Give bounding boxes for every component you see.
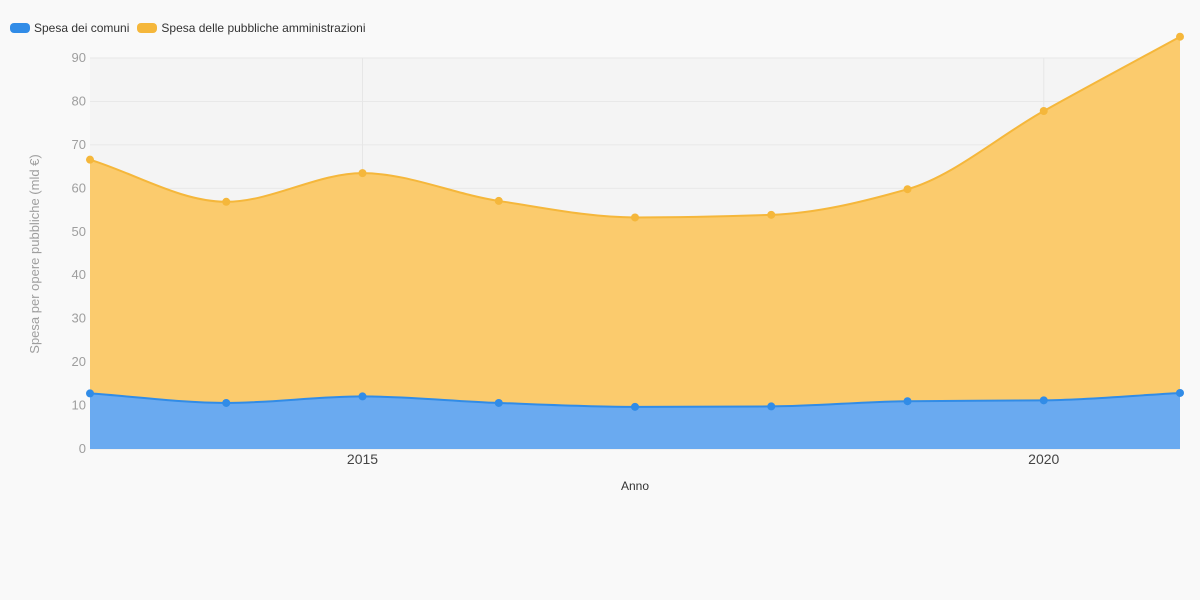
y-tick-label: 0: [79, 441, 86, 456]
area-series-1: [90, 36, 1180, 407]
y-axis-title: Spesa per opere pubbliche (mld €): [27, 154, 42, 353]
area-series-0: [90, 392, 1180, 449]
legend-item-pa[interactable]: Spesa delle pubbliche amministrazioni: [137, 21, 366, 35]
data-point-series-1[interactable]: [222, 197, 231, 206]
y-tick-label: 40: [72, 267, 86, 282]
data-point-series-0[interactable]: [222, 398, 231, 407]
y-tick-label: 80: [72, 93, 86, 108]
series-areas: [90, 36, 1180, 449]
x-axis-title: Anno: [621, 479, 649, 493]
legend-swatch-pa: [137, 23, 158, 33]
data-point-series-1[interactable]: [767, 210, 776, 219]
legend-label-comuni: Spesa dei comuni: [34, 21, 130, 35]
data-point-series-1[interactable]: [86, 155, 94, 164]
y-tick-label: 10: [72, 398, 86, 413]
y-tick-label: 30: [72, 311, 86, 326]
x-tick-label: 2015: [347, 451, 378, 467]
y-axis: 0 10 20 30 40 50 60 70 80 90: [72, 50, 86, 456]
data-point-series-1[interactable]: [494, 196, 503, 205]
legend-label-pa: Spesa delle pubbliche amministrazioni: [161, 21, 366, 35]
data-point-series-0[interactable]: [767, 402, 776, 411]
data-point-series-1[interactable]: [903, 185, 912, 194]
y-tick-label: 90: [72, 50, 86, 65]
legend-item-comuni[interactable]: Spesa dei comuni: [10, 21, 129, 35]
data-point-series-0[interactable]: [1039, 396, 1048, 405]
series-points: [86, 32, 1184, 411]
data-point-series-0[interactable]: [631, 402, 639, 411]
x-tick-label: 2020: [1028, 451, 1059, 467]
data-point-series-0[interactable]: [903, 397, 912, 406]
data-point-series-0[interactable]: [1176, 388, 1184, 397]
data-point-series-1[interactable]: [1176, 32, 1184, 41]
y-tick-label: 60: [72, 180, 86, 195]
data-point-series-1[interactable]: [631, 213, 639, 222]
y-tick-label: 70: [72, 137, 86, 152]
data-point-series-1[interactable]: [1039, 107, 1048, 116]
legend-swatch-comuni: [10, 23, 30, 33]
data-point-series-0[interactable]: [86, 389, 94, 398]
y-tick-label: 20: [72, 354, 86, 369]
data-point-series-0[interactable]: [494, 398, 503, 407]
x-axis: 2015 2020: [347, 451, 1060, 467]
y-tick-label: 50: [72, 224, 86, 239]
data-point-series-1[interactable]: [358, 169, 367, 178]
data-point-series-0[interactable]: [358, 392, 367, 401]
chart-legend: Spesa dei comuni Spesa delle pubbliche a…: [10, 21, 366, 35]
